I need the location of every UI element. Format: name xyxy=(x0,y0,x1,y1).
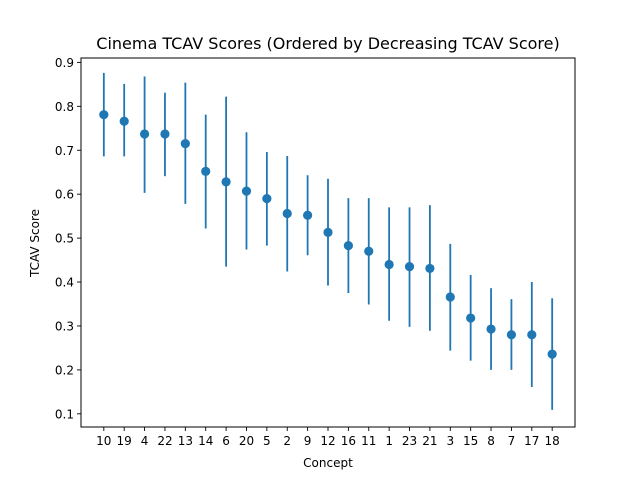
data-point-23 xyxy=(404,262,415,272)
y-axis-label: TCAV Score xyxy=(28,209,42,278)
data-point-4 xyxy=(139,129,150,139)
y-tick-label: 0.7 xyxy=(55,144,74,158)
data-point-8 xyxy=(486,324,496,334)
y-tick-label: 0.5 xyxy=(55,232,74,246)
data-point-18 xyxy=(547,349,557,359)
data-point-2 xyxy=(282,208,292,219)
data-point-10 xyxy=(99,110,109,120)
x-tick-label: 5 xyxy=(263,434,271,448)
data-point-21 xyxy=(425,263,435,274)
x-tick-label: 9 xyxy=(304,434,312,448)
data-point-14 xyxy=(201,166,211,176)
x-tick-label: 19 xyxy=(117,434,132,448)
axes-frame xyxy=(80,57,576,428)
y-tick-label: 0.1 xyxy=(55,407,74,421)
data-point-1 xyxy=(384,259,394,270)
x-tick-label: 11 xyxy=(361,434,376,448)
x-tick-label: 1 xyxy=(385,434,393,448)
y-tick-label: 0.8 xyxy=(55,100,74,114)
y-tick-label: 0.2 xyxy=(55,363,74,377)
x-tick-label: 6 xyxy=(222,434,230,448)
x-tick-label: 3 xyxy=(446,434,454,448)
x-tick-label: 8 xyxy=(487,434,495,448)
x-tick-label: 20 xyxy=(239,434,254,448)
chart-title: Cinema TCAV Scores (Ordered by Decreasin… xyxy=(96,34,559,53)
data-point-9 xyxy=(303,210,313,220)
data-point-3 xyxy=(445,292,455,302)
data-point-20 xyxy=(241,186,252,196)
x-tick-label: 12 xyxy=(320,434,335,448)
x-tick-label: 22 xyxy=(157,434,172,448)
x-tick-label: 10 xyxy=(96,434,111,448)
data-point-16 xyxy=(343,240,353,251)
x-tick-label: 4 xyxy=(141,434,149,448)
y-tick-label: 0.4 xyxy=(55,276,74,290)
data-point-15 xyxy=(466,313,476,323)
data-point-6 xyxy=(221,177,231,187)
x-tick-label: 21 xyxy=(422,434,437,448)
x-tick-label: 7 xyxy=(508,434,516,448)
data-point-11 xyxy=(364,246,374,256)
data-point-12 xyxy=(323,227,333,237)
x-tick-label: 15 xyxy=(463,434,478,448)
x-tick-label: 18 xyxy=(545,434,560,448)
y-tick-label: 0.3 xyxy=(55,319,74,333)
x-tick-label: 16 xyxy=(341,434,356,448)
data-point-17 xyxy=(527,330,537,340)
x-tick-label: 14 xyxy=(198,434,213,448)
x-tick-label: 17 xyxy=(524,434,539,448)
data-point-5 xyxy=(262,193,272,204)
y-tick-label: 0.9 xyxy=(55,56,74,70)
y-tick-label: 0.6 xyxy=(55,188,74,202)
data-point-19 xyxy=(119,116,129,126)
data-point-7 xyxy=(506,330,517,340)
axis-ticks: 10 19 4 22 13 14 6 20 5 2 9 12 16 11 1 23 21 3 15 8 7 17 180.1… xyxy=(55,56,560,448)
x-axis-label: Concept xyxy=(303,456,353,470)
x-tick-label: 23 xyxy=(402,434,417,448)
data-point-22 xyxy=(160,129,170,139)
x-tick-label: 13 xyxy=(178,434,193,448)
x-tick-label: 2 xyxy=(283,434,291,448)
data-point-13 xyxy=(180,139,190,149)
plot-area xyxy=(99,72,557,410)
